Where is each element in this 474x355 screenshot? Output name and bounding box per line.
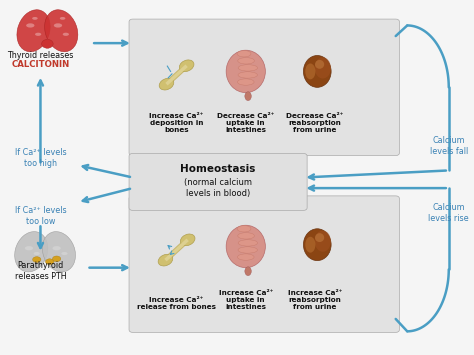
Ellipse shape <box>15 231 48 272</box>
Text: Calcium
levels fall: Calcium levels fall <box>429 136 468 156</box>
Ellipse shape <box>237 50 251 57</box>
Ellipse shape <box>159 78 174 90</box>
Ellipse shape <box>17 10 50 52</box>
Ellipse shape <box>237 225 251 232</box>
Ellipse shape <box>315 230 331 252</box>
FancyBboxPatch shape <box>129 19 400 155</box>
Ellipse shape <box>305 64 315 80</box>
Ellipse shape <box>315 57 331 78</box>
Ellipse shape <box>238 58 255 64</box>
Text: Homeostasis: Homeostasis <box>181 164 256 174</box>
Ellipse shape <box>237 79 254 85</box>
Text: CALCITONIN: CALCITONIN <box>11 60 70 69</box>
Ellipse shape <box>26 23 35 28</box>
Ellipse shape <box>305 237 315 253</box>
Ellipse shape <box>53 256 61 262</box>
Ellipse shape <box>238 247 257 253</box>
Ellipse shape <box>303 229 331 261</box>
Ellipse shape <box>46 259 54 264</box>
Ellipse shape <box>238 233 255 239</box>
Text: Increase Ca²⁺
deposition in
bones: Increase Ca²⁺ deposition in bones <box>149 113 204 133</box>
Ellipse shape <box>179 60 194 72</box>
Ellipse shape <box>226 225 265 268</box>
Ellipse shape <box>238 65 257 71</box>
Text: Parathyroid
releases PTH: Parathyroid releases PTH <box>15 261 66 281</box>
FancyBboxPatch shape <box>129 196 400 332</box>
Ellipse shape <box>63 33 69 36</box>
Text: If Ca²⁺ levels
too low: If Ca²⁺ levels too low <box>15 206 66 226</box>
Text: If Ca²⁺ levels
too high: If Ca²⁺ levels too high <box>15 148 66 168</box>
Ellipse shape <box>226 50 265 93</box>
FancyBboxPatch shape <box>129 153 307 211</box>
Text: Increase Ca²⁺
release from bones: Increase Ca²⁺ release from bones <box>137 297 216 310</box>
Ellipse shape <box>34 252 40 255</box>
Text: Decrease Ca²⁺
reabsorption
from urine: Decrease Ca²⁺ reabsorption from urine <box>286 113 344 133</box>
Ellipse shape <box>60 17 65 20</box>
Text: Increase Ca²⁺
uptake in
intestines: Increase Ca²⁺ uptake in intestines <box>219 290 273 310</box>
Ellipse shape <box>42 231 75 272</box>
Ellipse shape <box>45 10 78 52</box>
Ellipse shape <box>245 92 251 100</box>
Text: Thyroid releases: Thyroid releases <box>7 51 73 60</box>
Ellipse shape <box>315 60 324 69</box>
Ellipse shape <box>181 234 195 246</box>
Ellipse shape <box>61 252 68 255</box>
Ellipse shape <box>238 240 257 246</box>
Ellipse shape <box>158 254 173 266</box>
Ellipse shape <box>238 72 257 78</box>
Ellipse shape <box>237 254 254 260</box>
Text: Calcium
levels rise: Calcium levels rise <box>428 203 469 223</box>
Ellipse shape <box>33 257 41 262</box>
Ellipse shape <box>32 17 38 20</box>
Ellipse shape <box>53 246 61 250</box>
Text: Decrease Ca²⁺
uptake in
intestines: Decrease Ca²⁺ uptake in intestines <box>217 113 274 133</box>
Ellipse shape <box>303 55 331 87</box>
Ellipse shape <box>42 39 53 48</box>
Ellipse shape <box>245 267 251 275</box>
Text: Increase Ca²⁺
reabsorption
from urine: Increase Ca²⁺ reabsorption from urine <box>288 290 342 310</box>
Ellipse shape <box>54 23 62 28</box>
Ellipse shape <box>315 233 324 242</box>
Text: (normal calcium
levels in blood): (normal calcium levels in blood) <box>184 178 252 198</box>
Ellipse shape <box>35 33 41 36</box>
Ellipse shape <box>25 246 33 250</box>
